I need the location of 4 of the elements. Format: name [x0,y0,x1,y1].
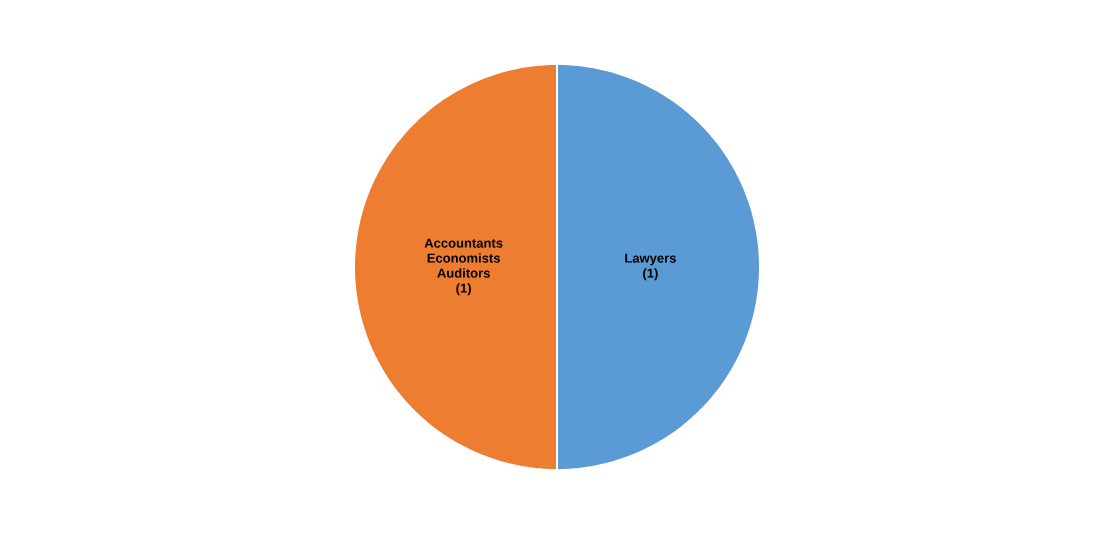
data-label: (1) [643,268,658,281]
slice-label: Accountants Economists Auditors [424,238,503,278]
slice-label: Lawyers [625,253,676,266]
data-label: (1) [456,283,471,296]
